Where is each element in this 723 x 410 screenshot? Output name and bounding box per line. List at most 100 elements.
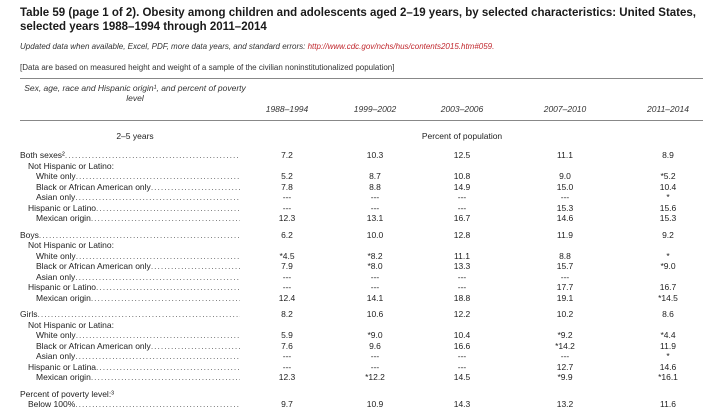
table-row: Hispanic or Latino......................…: [0, 282, 723, 292]
leader-dots: ........................................…: [64, 150, 240, 160]
row-label-cell: Mexican origin..........................…: [20, 213, 240, 223]
cell-value: 12.3: [278, 372, 296, 382]
leader-dots: ........................................…: [150, 261, 240, 271]
cell-value: ---: [282, 271, 292, 282]
cell-value: 9.7: [281, 399, 293, 409]
cell-value: 17.7: [556, 282, 574, 292]
row-label-cell: Boys....................................…: [20, 230, 240, 240]
table-row: Girls...................................…: [0, 309, 723, 319]
cell-value: 7.2: [281, 150, 293, 160]
leader-dots: ........................................…: [38, 229, 240, 240]
cell-value: 14.3: [453, 399, 471, 409]
cell-value: 11.9: [557, 229, 573, 240]
cell-value: 12.3: [278, 213, 296, 223]
cell-value: ---: [370, 192, 380, 202]
row-label: Asian only: [36, 192, 76, 202]
leader-dots: ........................................…: [90, 292, 240, 303]
leader-dots: ........................................…: [96, 202, 240, 213]
row-label: Not Hispanic or Latino:: [28, 160, 114, 171]
row-label-cell: Not Hispanic or Latina:: [20, 320, 240, 330]
row-label: Hispanic or Latina: [28, 361, 97, 372]
table-title: Table 59 (page 1 of 2). Obesity among ch…: [20, 7, 696, 33]
table-row: Not Hispanic or Latina:: [0, 320, 723, 330]
row-label: Asian only: [36, 271, 76, 282]
table-row: Hispanic or Latino......................…: [0, 203, 723, 213]
table-row: Mexican origin..........................…: [0, 293, 723, 303]
cell-value: 7.6: [281, 340, 293, 351]
cell-value: ---: [457, 361, 467, 372]
cell-value: 12.5: [453, 150, 471, 160]
cell-value: *5.2: [660, 171, 676, 181]
cell-value: *9.9: [557, 372, 573, 382]
cell-value: 11.9: [660, 340, 676, 351]
cell-value: 16.6: [453, 340, 471, 351]
note: [Data are based on measured height and w…: [20, 63, 395, 72]
cell-value: 15.6: [659, 202, 677, 213]
column-header: 2003–2006: [440, 104, 484, 114]
leader-dots: ........................................…: [90, 372, 240, 382]
cell-value: ---: [457, 282, 467, 292]
row-label-cell: Black or African American only..........…: [20, 341, 240, 351]
row-label: White only: [36, 171, 76, 181]
cell-value: 14.9: [453, 181, 471, 192]
row-label: Hispanic or Latino: [28, 282, 97, 292]
cell-value: ---: [370, 361, 380, 372]
table-row: White only..............................…: [0, 330, 723, 340]
cell-value: *: [666, 351, 670, 361]
cell-value: 13.3: [453, 261, 471, 271]
cell-value: 11.6: [660, 399, 676, 409]
cell-value: 15.7: [556, 261, 574, 271]
cell-value: *14.2: [555, 340, 575, 351]
cell-value: 11.1: [557, 150, 573, 160]
link[interactable]: http://www.cdc.gov/nchs/hus/contents2015…: [307, 42, 495, 51]
cell-value: ---: [457, 192, 467, 202]
cell-value: ---: [457, 351, 467, 361]
leader-dots: ........................................…: [37, 309, 240, 319]
cell-value: 14.6: [659, 361, 677, 372]
row-label: Asian only: [36, 351, 76, 361]
row-label-cell: Black or African American only..........…: [20, 182, 240, 192]
row-label: Percent of poverty level:³: [20, 388, 115, 399]
cell-value: 10.9: [366, 399, 384, 409]
row-label: Black or African American only: [36, 261, 151, 271]
row-label-cell: Black or African American only..........…: [20, 261, 240, 271]
cell-value: 18.8: [453, 292, 471, 303]
cell-value: 14.5: [453, 372, 471, 382]
subtitle-text: Updated data when available, Excel, PDF,…: [20, 42, 308, 51]
cell-value: 8.7: [369, 171, 381, 181]
cell-value: 16.7: [453, 213, 471, 223]
cell-value: ---: [457, 202, 467, 213]
cell-value: 8.2: [281, 309, 293, 319]
leader-dots: ........................................…: [75, 271, 240, 282]
leader-dots: ........................................…: [96, 361, 240, 372]
cell-value: ---: [370, 282, 380, 292]
cell-value: *9.0: [367, 330, 383, 340]
row-label-cell: Hispanic or Latina......................…: [20, 362, 240, 372]
cell-value: *4.5: [279, 250, 295, 261]
row-label: Mexican origin: [36, 213, 91, 223]
cell-value: 9.2: [662, 229, 674, 240]
cell-value: 12.8: [453, 229, 471, 240]
cell-value: ---: [282, 192, 292, 202]
cell-value: 10.4: [659, 181, 677, 192]
row-label: Boys: [20, 229, 39, 240]
table-row: Asian only..............................…: [0, 272, 723, 282]
row-label-cell: Mexican origin..........................…: [20, 293, 240, 303]
cell-value: *: [666, 250, 670, 261]
cell-value: 7.9: [281, 261, 293, 271]
cell-value: 14.1: [366, 292, 384, 303]
cell-value: 15.0: [556, 181, 574, 192]
cell-value: 8.9: [662, 150, 674, 160]
cell-value: 9.6: [369, 340, 381, 351]
leader-dots: ........................................…: [75, 330, 240, 340]
row-label-cell: Asian only..............................…: [20, 272, 240, 282]
cell-value: 19.1: [556, 292, 574, 303]
cell-value: ---: [560, 271, 570, 282]
table-row: White only..............................…: [0, 251, 723, 261]
column-header: 2011–2014: [647, 104, 689, 114]
cell-value: ---: [370, 202, 380, 213]
table-row: Percent of poverty level:³: [0, 389, 723, 399]
cell-value: 10.6: [366, 309, 384, 319]
column-header: 2007–2010: [543, 104, 587, 114]
